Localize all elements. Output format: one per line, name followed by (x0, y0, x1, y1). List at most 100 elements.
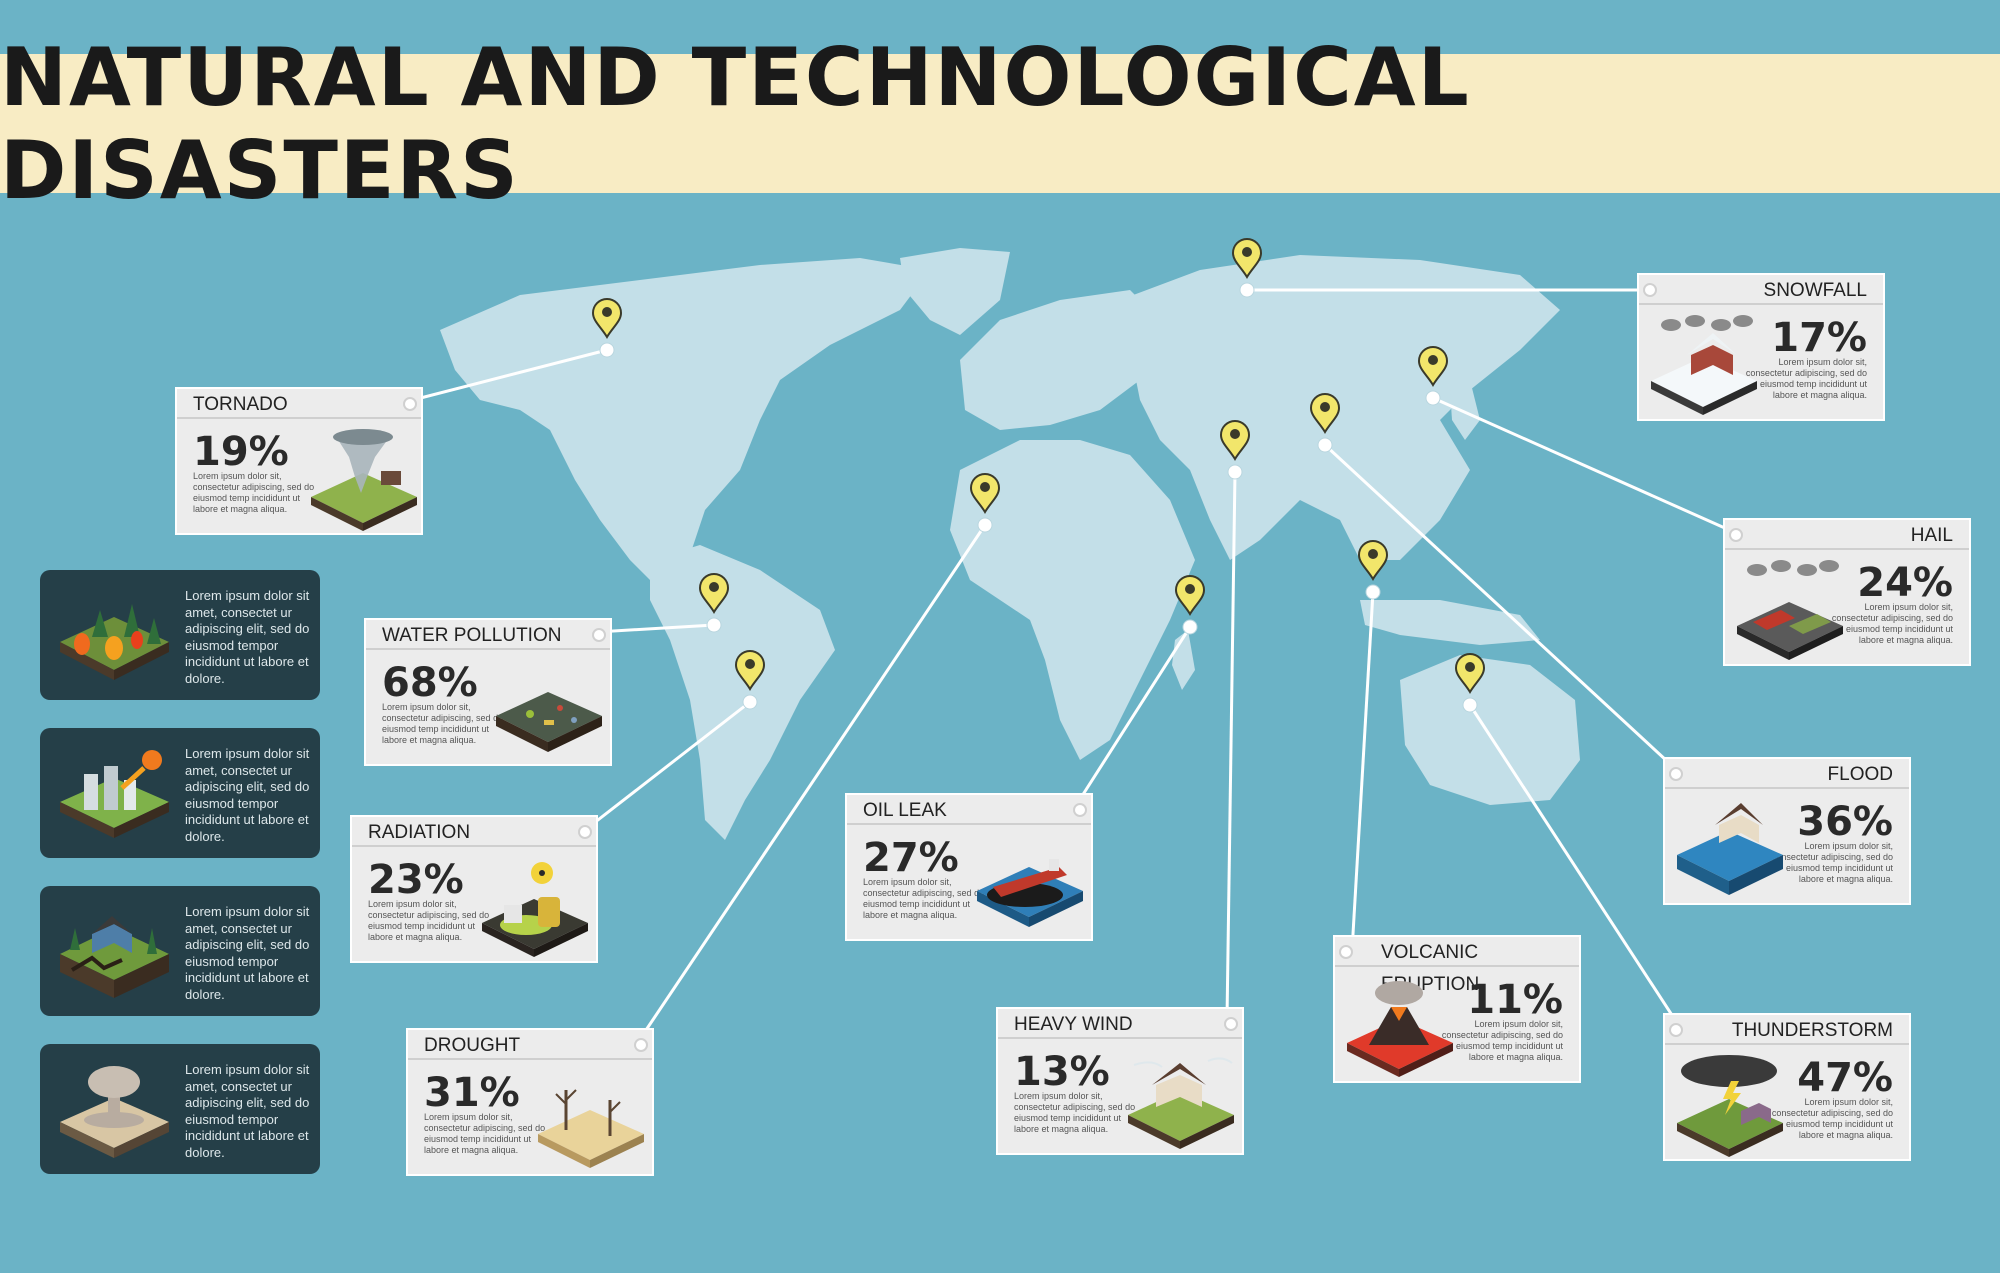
card-label: OIL LEAK (847, 795, 1091, 825)
card-label: HEAVY WIND (998, 1009, 1242, 1039)
side-panel-meteor: Lorem ipsum dolor sit amet, consectet ur… (40, 728, 320, 858)
card-percentage: 36% (1797, 799, 1893, 845)
greenland-shape (900, 248, 1010, 335)
card-radiation: RADIATION 23% Lorem ipsum dolor sit, con… (350, 815, 598, 963)
page-title: NATURAL AND TECHNOLOGICAL DISASTERS (0, 30, 1471, 217)
card-flood: FLOOD 36% Lorem ipsum dolor sit, consect… (1663, 757, 1911, 905)
card-percentage: 24% (1857, 560, 1953, 606)
card-label: SNOWFALL (1639, 275, 1883, 305)
card-percentage: 31% (424, 1070, 520, 1116)
connector-dot (1643, 283, 1657, 297)
card-percentage: 13% (1014, 1049, 1110, 1095)
drought-icon (538, 1089, 644, 1168)
location-pin-icon (1357, 540, 1389, 581)
side-panel-text: Lorem ipsum dolor sit amet, consectet ur… (185, 746, 310, 844)
thunderstorm-icon (1677, 1055, 1783, 1157)
side-panel-text: Lorem ipsum dolor sit amet, consectet ur… (185, 904, 310, 1002)
title-banner: NATURAL AND TECHNOLOGICAL DISASTERS (0, 31, 2000, 217)
card-volcanic-eruption: VOLCANIC ERUPTION 11% Lorem ipsum dolor … (1333, 935, 1581, 1083)
card-description: Lorem ipsum dolor sit, consectetur adipi… (1831, 602, 1953, 645)
card-hail: HAIL 24% Lorem ipsum dolor sit, consecte… (1723, 518, 1971, 666)
explosion-icon (60, 1066, 169, 1158)
card-percentage: 17% (1771, 315, 1867, 361)
location-pin-icon (591, 298, 623, 339)
connector-dot (1224, 1017, 1238, 1031)
side-panel-text: Lorem ipsum dolor sit amet, consectet ur… (185, 1062, 310, 1160)
location-pin-icon (1454, 653, 1486, 694)
card-percentage: 19% (193, 429, 289, 475)
location-pin-icon (698, 573, 730, 614)
card-oil-leak: OIL LEAK 27% Lorem ipsum dolor sit, cons… (845, 793, 1093, 941)
north-america-shape (440, 258, 930, 590)
card-label: TORNADO (177, 389, 421, 419)
asia-shape (1120, 255, 1560, 560)
card-tornado: TORNADO 19% Lorem ipsum dolor sit, conse… (175, 387, 423, 535)
volcano-icon (1347, 981, 1453, 1077)
location-pin-icon (1174, 575, 1206, 616)
europe-shape (960, 290, 1160, 430)
connector-dot (634, 1038, 648, 1052)
earthquake-icon (60, 916, 169, 998)
side-panel-forest-fire: Lorem ipsum dolor sit amet, consectet ur… (40, 570, 320, 700)
card-percentage: 23% (368, 857, 464, 903)
card-description: Lorem ipsum dolor sit, consectetur adipi… (863, 877, 985, 920)
card-description: Lorem ipsum dolor sit, consectetur adipi… (1771, 841, 1893, 884)
japan-shape (1450, 380, 1480, 440)
australia-shape (1400, 655, 1580, 805)
tornado-icon (311, 429, 417, 531)
card-label: VOLCANIC ERUPTION (1335, 937, 1579, 995)
card-percentage: 47% (1797, 1055, 1893, 1101)
card-label: FLOOD (1665, 759, 1909, 789)
card-percentage: 68% (382, 660, 478, 706)
connector-dot (1669, 1023, 1683, 1037)
connector-dot (1073, 803, 1087, 817)
side-panel-text: Lorem ipsum dolor sit amet, consectet ur… (185, 588, 310, 686)
card-label: DROUGHT (408, 1030, 652, 1060)
location-pin-icon (969, 473, 1001, 514)
connector-dot (1339, 945, 1353, 959)
pin-anchors (599, 282, 1478, 713)
location-pin-icon (1219, 420, 1251, 461)
indonesia-shape (1360, 600, 1540, 645)
card-thunderstorm: THUNDERSTORM 47% Lorem ipsum dolor sit, … (1663, 1013, 1911, 1161)
card-label: RADIATION (352, 817, 596, 847)
location-pin-icon (1309, 393, 1341, 434)
side-panel-explosion: Lorem ipsum dolor sit amet, consectet ur… (40, 1044, 320, 1174)
meteor-icon (60, 750, 169, 838)
card-description: Lorem ipsum dolor sit, consectetur adipi… (1441, 1019, 1563, 1062)
card-drought: DROUGHT 31% Lorem ipsum dolor sit, conse… (406, 1028, 654, 1176)
location-pin-icon (1417, 346, 1449, 387)
connector-dot (1729, 528, 1743, 542)
oil-tanker-icon (977, 859, 1083, 927)
flood-icon (1677, 803, 1783, 895)
card-heavy-wind: HEAVY WIND 13% Lorem ipsum dolor sit, co… (996, 1007, 1244, 1155)
connector-dot (1669, 767, 1683, 781)
radiation-icon (482, 862, 588, 957)
card-description: Lorem ipsum dolor sit, consectetur adipi… (424, 1112, 546, 1155)
card-percentage: 11% (1467, 977, 1563, 1023)
card-percentage: 27% (863, 835, 959, 881)
africa-shape (950, 440, 1195, 760)
card-description: Lorem ipsum dolor sit, consectetur adipi… (368, 899, 490, 942)
snowfall-icon (1651, 315, 1757, 415)
connector-dot (578, 825, 592, 839)
card-label: HAIL (1725, 520, 1969, 550)
hail-icon (1737, 560, 1843, 660)
card-description: Lorem ipsum dolor sit, consectetur adipi… (1771, 1097, 1893, 1140)
connector-dot (592, 628, 606, 642)
heavy-wind-icon (1128, 1057, 1234, 1149)
card-water-pollution: WATER POLLUTION 68% Lorem ipsum dolor si… (364, 618, 612, 766)
card-snowfall: SNOWFALL 17% Lorem ipsum dolor sit, cons… (1637, 273, 1885, 421)
water-pollution-icon (496, 692, 602, 752)
south-america-shape (650, 545, 835, 840)
location-pin-icon (734, 650, 766, 691)
side-panel-earthquake: Lorem ipsum dolor sit amet, consectet ur… (40, 886, 320, 1016)
card-description: Lorem ipsum dolor sit, consectetur adipi… (1745, 357, 1867, 400)
connector-lines (404, 288, 1746, 1043)
card-label: WATER POLLUTION (366, 620, 610, 650)
location-pins (591, 238, 1486, 694)
location-pin-icon (1231, 238, 1263, 279)
connector-dot (403, 397, 417, 411)
forest-fire-icon (60, 604, 169, 680)
